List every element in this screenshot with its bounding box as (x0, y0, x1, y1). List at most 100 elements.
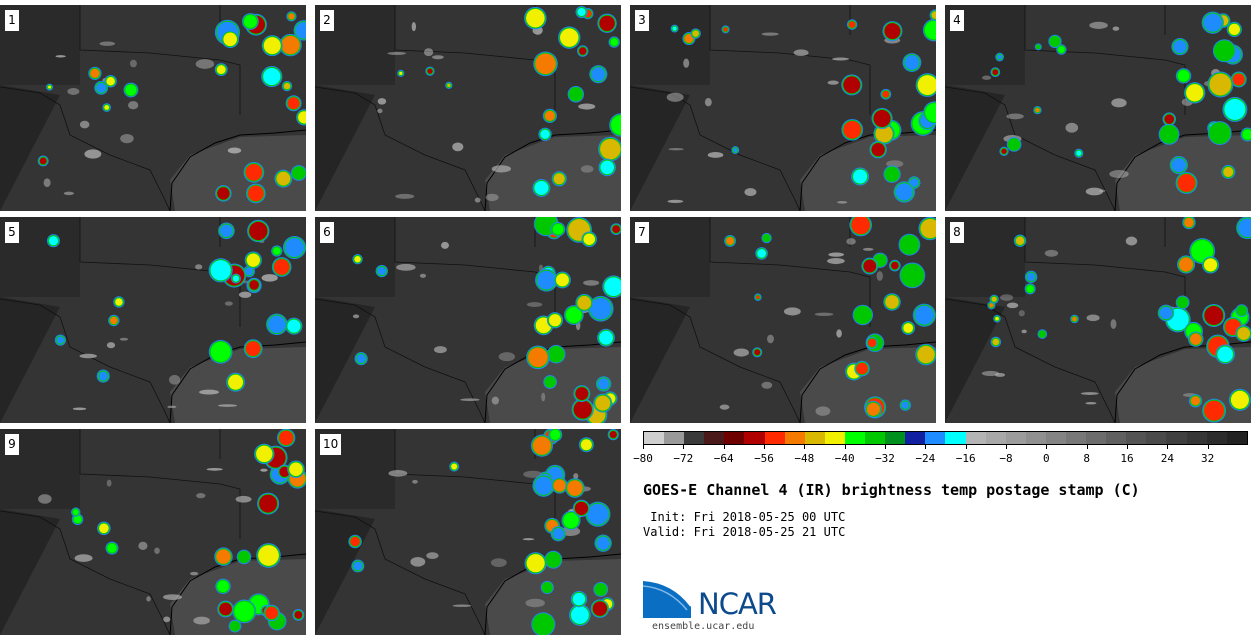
storm-cell-core (532, 436, 552, 455)
ir-map-4 (945, 5, 1251, 211)
storm-cell-core (596, 536, 610, 550)
storm-cell-core (232, 275, 240, 282)
cloud-patch (1006, 302, 1019, 309)
storm-cell-core (1050, 36, 1060, 47)
storm-cell-core (216, 65, 226, 75)
mexico-west-region (0, 217, 80, 297)
storm-cell-core (754, 349, 761, 356)
storm-cell-core (354, 256, 361, 263)
cloud-patch (168, 374, 181, 385)
cloud-patch (377, 98, 387, 105)
colorbar-tick (804, 444, 806, 449)
storm-cell-core (104, 105, 110, 110)
storm-cell-core (567, 480, 583, 496)
storm-cell-core (592, 601, 608, 616)
storm-cell-core (216, 549, 231, 564)
colorbar-swatch (684, 432, 705, 444)
cloud-patch (485, 193, 499, 202)
cloud-patch (163, 616, 171, 623)
cloud-patch (761, 381, 773, 389)
cloud-patch (526, 302, 543, 307)
state-border (1024, 217, 1186, 327)
cloud-patch (828, 252, 845, 257)
storm-cell-core (552, 528, 564, 540)
storm-cell-core (1237, 327, 1251, 340)
cloud-patch (831, 57, 850, 61)
storm-cell-core (249, 221, 268, 241)
colorbar-swatch (1166, 432, 1187, 444)
cloud-patch (719, 404, 730, 410)
storm-cell-core (566, 307, 582, 323)
colorbar-swatch (824, 432, 845, 444)
storm-cell-core (356, 354, 366, 364)
storm-cell-core (294, 611, 303, 619)
storm-cell-core (580, 439, 592, 451)
storm-cell-core (1230, 390, 1249, 409)
ir-map-10 (315, 429, 621, 635)
storm-cell-core (1214, 41, 1234, 61)
storm-cell-core (891, 261, 899, 270)
storm-cell-core (569, 88, 583, 101)
storm-cell-core (895, 183, 914, 201)
cloud-patch (43, 178, 51, 188)
cloud-patch (426, 552, 439, 560)
state-border (709, 217, 871, 327)
colorbar-swatch (724, 432, 745, 444)
panel-label: 2 (320, 10, 334, 31)
mexico-region (945, 85, 1005, 211)
storm-cell-core (555, 273, 569, 287)
state-border (394, 429, 556, 539)
storm-cell-core (90, 68, 100, 78)
cloud-patch (744, 188, 757, 197)
gulf-of-mexico (485, 135, 621, 211)
country-border (0, 510, 171, 635)
colorbar-swatch (704, 432, 725, 444)
cloud-patch (876, 271, 883, 281)
storm-cell-core (875, 125, 893, 143)
storm-cell-core (843, 120, 862, 139)
storm-cell-core (989, 303, 994, 308)
cloud-patch (1085, 187, 1104, 196)
cloud-patch (412, 479, 418, 484)
panel-7: 7 (630, 217, 936, 423)
panel-4: 4 (945, 5, 1251, 211)
panel-8: 8 (945, 217, 1251, 423)
cloud-patch (827, 80, 839, 85)
storm-cell-core (526, 8, 545, 28)
colorbar-tick-label: 24 (1160, 452, 1174, 465)
storm-cell-core (263, 67, 281, 86)
storm-cell-core (1209, 123, 1230, 144)
cloud-patch (474, 197, 481, 203)
cloud-patch (666, 92, 684, 102)
panel-3: 3 (630, 5, 936, 211)
cloud-patch (218, 404, 237, 407)
storm-cell-core (900, 235, 919, 254)
cloud-patch (199, 389, 219, 395)
storm-cell-core (210, 260, 231, 281)
cloud-patch (1112, 26, 1120, 31)
cloud-patch (235, 495, 252, 503)
cloud-patch (1065, 122, 1079, 133)
mexico-west-region (630, 217, 710, 297)
storm-cell-core (901, 401, 910, 409)
storm-cell-core (917, 75, 936, 95)
storm-cell-core (48, 236, 59, 246)
ir-map-5 (0, 217, 306, 423)
panel-label: 9 (5, 434, 19, 455)
storm-cell-core (279, 466, 290, 478)
storm-cell-core (534, 180, 549, 195)
storm-cell-core (298, 111, 306, 124)
cloud-patch (522, 538, 535, 541)
storm-cell-core (217, 187, 230, 200)
cloud-patch (761, 32, 779, 36)
storm-cell-core (609, 431, 617, 439)
cloud-patch (1006, 113, 1024, 120)
storm-cell-core (238, 551, 250, 563)
ir-map-9 (0, 429, 306, 635)
cloud-patch (583, 280, 600, 286)
colorbar-swatch (1045, 432, 1066, 444)
colorbar-tick-label: 32 (1201, 452, 1215, 465)
storm-cell-core (552, 223, 564, 235)
panel-label: 4 (950, 10, 964, 31)
colorbar-tick-label: 16 (1120, 452, 1134, 465)
